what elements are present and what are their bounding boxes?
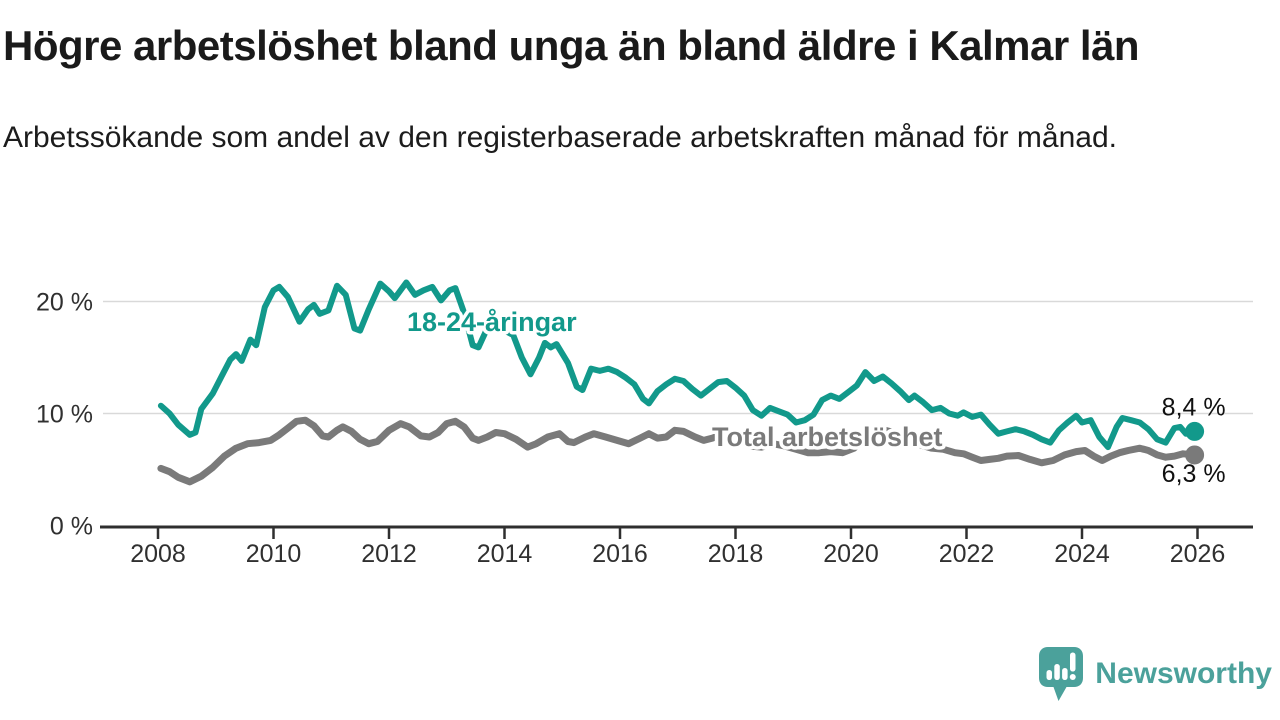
end-dot-total [1185,445,1205,465]
series-label-youth: 18-24-åringar [407,307,577,337]
x-tick-label-2016: 2016 [592,540,648,568]
x-tick-label-2014: 2014 [477,540,533,568]
newsworthy-wordmark: Newsworthy [1095,657,1272,690]
series-label-total: Total arbetslöshet [712,422,943,452]
end-dot-youth [1185,421,1205,441]
y-tick-label-20: 20 % [36,289,93,317]
x-tick-label-2026: 2026 [1170,540,1226,568]
end-value-label-total: 6,3 % [1162,460,1226,488]
newsworthy-logo: Newsworthy [1037,644,1272,704]
x-tick-label-2022: 2022 [939,540,995,568]
y-axis-labels: 0 % 10 % 20 % [36,289,93,541]
logo-exclamation-dot [1070,674,1077,680]
logo-exclamation-bar [1070,652,1076,672]
logo-bar-2 [1054,664,1061,680]
series-line-youth [157,279,1198,451]
x-tick-label-2010: 2010 [246,540,302,568]
y-tick-label-0: 0 % [50,513,93,541]
x-tick-label-2012: 2012 [361,540,417,568]
end-value-labels: 8,4 % 6,3 % [1162,393,1226,488]
x-tick-label-2020: 2020 [823,540,879,568]
series-labels: 18-24-åringar Total arbetslöshet [404,304,947,456]
x-tick-label-2018: 2018 [708,540,764,568]
x-tick-label-2008: 2008 [130,540,186,568]
x-tick-label-2024: 2024 [1054,540,1110,568]
series-line-total [157,416,1199,486]
logo-bar-3 [1062,668,1068,680]
chart-title: Högre arbetslöshet bland unga än bland ä… [3,22,1140,69]
end-dots [1185,421,1205,465]
logo-bar-1 [1046,670,1053,680]
end-value-label-youth: 8,4 % [1162,393,1226,421]
chart-subtitle: Arbetssökande som andel av den registerb… [3,121,1117,154]
y-tick-label-10: 10 % [36,401,93,429]
gridlines [103,300,1253,415]
newsworthy-icon [1039,647,1084,701]
series-lines [157,279,1199,486]
x-axis [100,525,1253,539]
x-axis-labels: 2008 2010 2012 2014 2016 2018 2020 2022 2024 2026 [130,540,1225,568]
